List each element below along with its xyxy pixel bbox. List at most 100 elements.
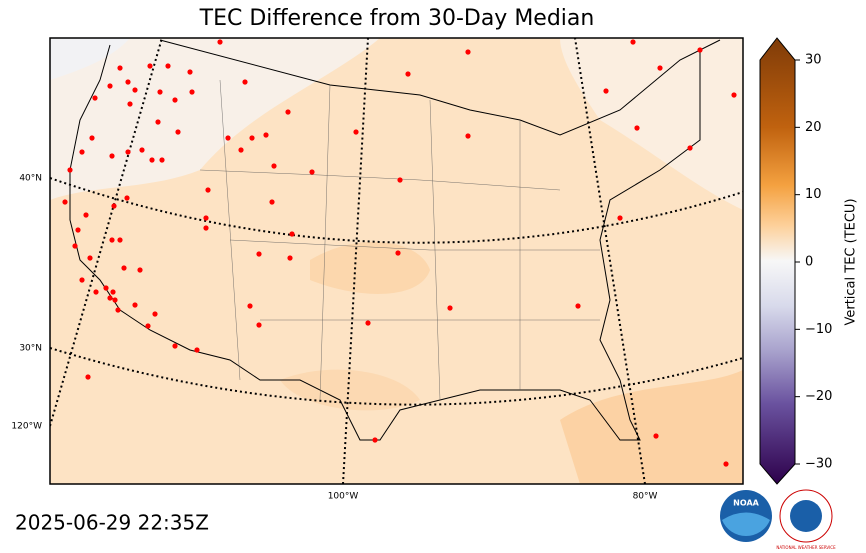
station: [289, 231, 295, 237]
lon-label: 120°W: [11, 422, 42, 432]
station: [147, 63, 153, 69]
station: [155, 119, 161, 125]
station: [159, 157, 165, 163]
station: [372, 437, 378, 443]
station: [83, 212, 89, 218]
colorbar-tick-label: 20: [805, 120, 822, 135]
station: [117, 65, 123, 71]
station: [225, 135, 231, 141]
station: [203, 215, 209, 221]
station: [137, 267, 143, 273]
lat-label: 40°N: [19, 174, 42, 184]
colorbar-tick-label: 30: [805, 53, 822, 68]
station: [92, 95, 98, 101]
station: [203, 225, 209, 231]
station: [87, 255, 93, 261]
station: [247, 303, 253, 309]
colorbar: [759, 37, 796, 485]
station: [731, 92, 737, 98]
lon-label: 80°W: [633, 492, 658, 502]
station: [217, 39, 223, 45]
station: [395, 250, 401, 256]
station: [465, 49, 471, 55]
station: [172, 343, 178, 349]
station: [723, 461, 729, 467]
station: [697, 47, 703, 53]
station: [93, 289, 99, 295]
nws-text: NATIONAL WEATHER SERVICE: [776, 545, 836, 550]
station: [157, 89, 163, 95]
station: [109, 237, 115, 243]
colorbar-label: Vertical TEC (TECU): [844, 198, 859, 325]
colorbar-tick-label: 10: [805, 187, 822, 202]
station: [152, 311, 158, 317]
station: [575, 303, 581, 309]
station: [238, 147, 244, 153]
station: [189, 89, 195, 95]
station: [617, 215, 623, 221]
station: [115, 307, 121, 313]
station: [187, 69, 193, 75]
colorbar-tick-label: −30: [805, 457, 832, 472]
station: [127, 101, 133, 107]
station: [132, 302, 138, 308]
station: [117, 237, 123, 243]
station: [103, 285, 109, 291]
station: [634, 125, 640, 131]
colorbar-tick-label: −10: [805, 322, 832, 337]
station: [110, 289, 116, 295]
station: [165, 63, 171, 69]
station: [109, 153, 115, 159]
station: [172, 97, 178, 103]
title: TEC Difference from 30-Day Median: [199, 6, 595, 31]
station: [75, 227, 81, 233]
station: [365, 320, 371, 326]
noaa-text: NOAA: [733, 499, 759, 508]
lon-label: 100°W: [328, 492, 359, 502]
station: [405, 71, 411, 77]
station: [271, 163, 277, 169]
station: [145, 323, 151, 329]
station: [285, 109, 291, 115]
station: [62, 199, 68, 205]
station: [112, 297, 118, 303]
station: [107, 295, 113, 301]
lat-label: 30°N: [19, 344, 42, 354]
station: [397, 177, 403, 183]
station: [125, 79, 131, 85]
station: [79, 277, 85, 283]
station: [205, 187, 211, 193]
station: [125, 149, 131, 155]
station: [657, 65, 663, 71]
station: [465, 133, 471, 139]
station: [630, 39, 636, 45]
station: [263, 132, 269, 138]
station: [72, 243, 78, 249]
station: [309, 169, 315, 175]
station: [89, 135, 95, 141]
timestamp: 2025-06-29 22:35Z: [15, 511, 209, 535]
station: [687, 145, 693, 151]
station: [79, 149, 85, 155]
station: [67, 167, 73, 173]
station: [85, 374, 91, 380]
station: [269, 199, 275, 205]
station: [111, 203, 117, 209]
noaa-logo: NOAA: [720, 490, 772, 542]
colorbar-tick-label: −20: [805, 389, 832, 404]
station: [249, 135, 255, 141]
station: [256, 322, 262, 328]
station: [132, 87, 138, 93]
station: [124, 195, 130, 201]
map-frame: [49, 37, 744, 485]
station: [149, 157, 155, 163]
station: [121, 265, 127, 271]
station: [242, 79, 248, 85]
colorbar-tick-label: 0: [805, 255, 813, 270]
station: [107, 83, 113, 89]
station: [256, 251, 262, 257]
station: [653, 433, 659, 439]
station: [447, 305, 453, 311]
